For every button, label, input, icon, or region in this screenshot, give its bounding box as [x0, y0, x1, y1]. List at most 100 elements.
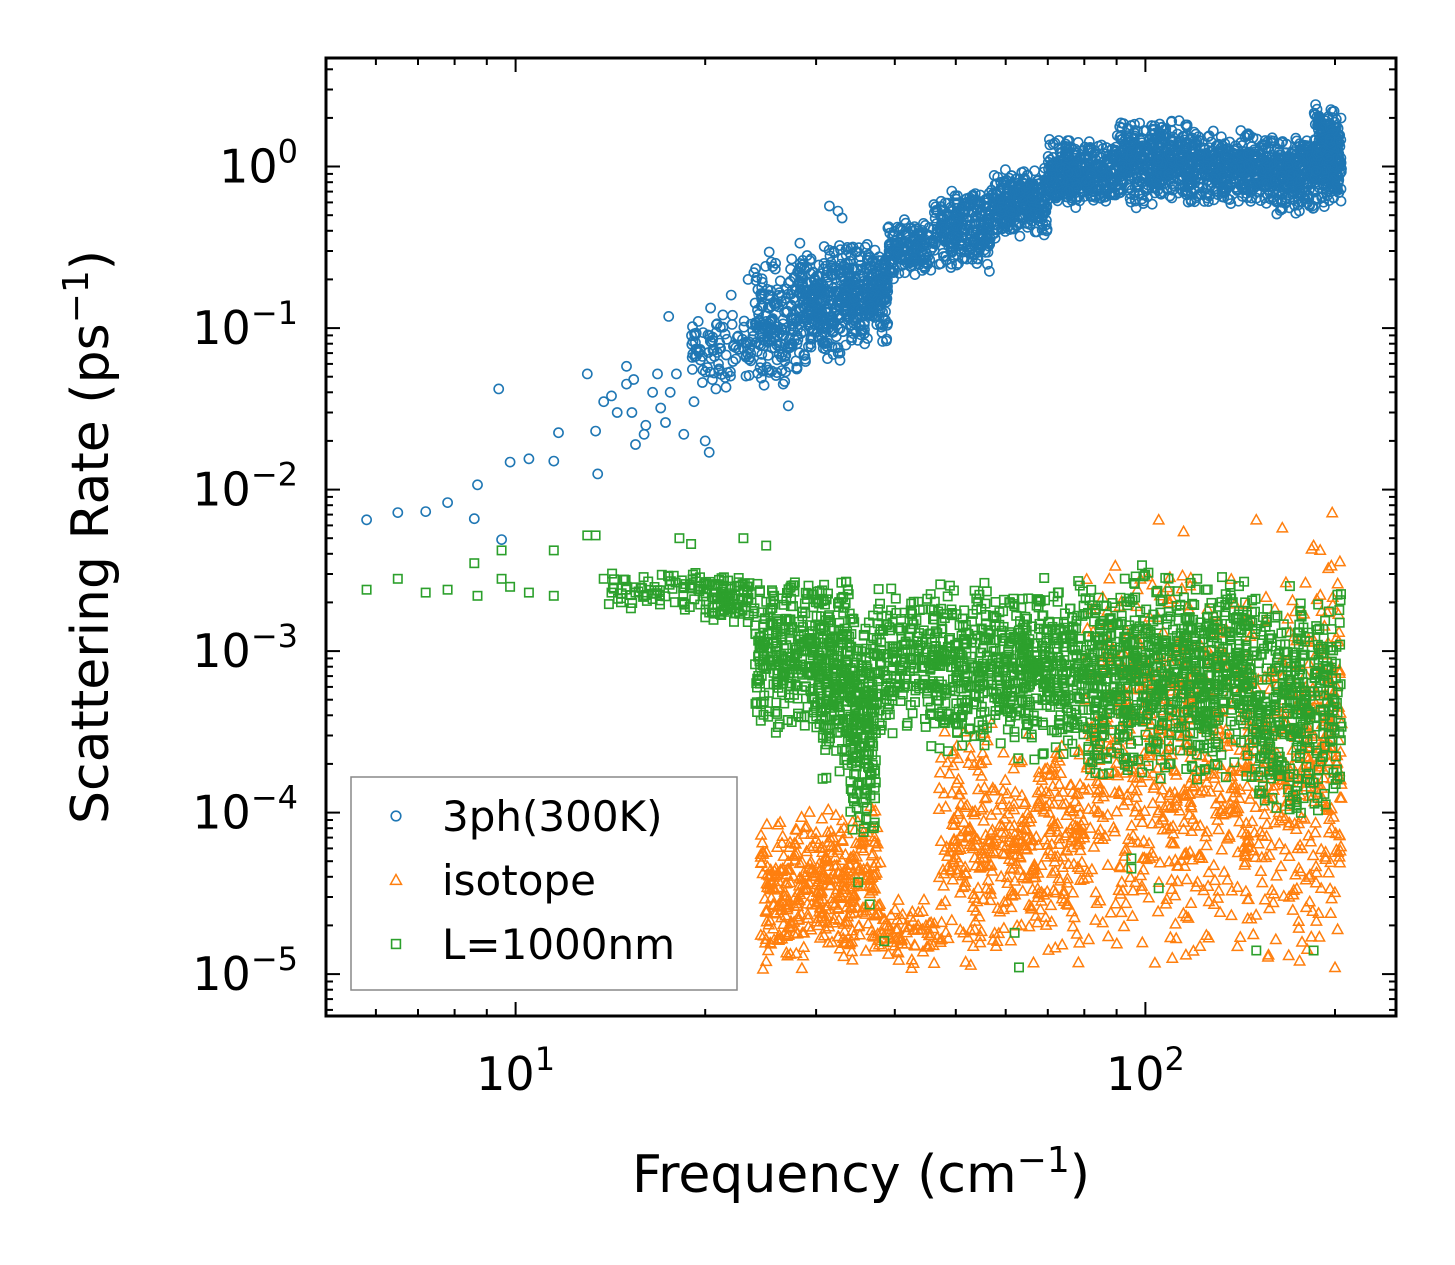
triangle-marker	[772, 874, 786, 887]
triangle-marker	[980, 790, 993, 803]
triangle-marker	[1046, 760, 1060, 772]
triangle-marker	[957, 815, 971, 828]
circle-marker	[818, 263, 829, 275]
triangle-marker	[946, 758, 960, 771]
triangle-marker	[1211, 780, 1225, 792]
triangle-marker	[1225, 883, 1239, 896]
triangle-marker	[1066, 919, 1080, 932]
triangle-marker	[836, 931, 850, 944]
circle-marker	[782, 341, 794, 352]
triangle-marker	[1211, 813, 1225, 825]
triangle-marker	[1309, 816, 1323, 828]
triangle-marker	[1293, 838, 1307, 851]
triangle-marker	[1299, 575, 1312, 588]
triangle-marker	[814, 841, 828, 854]
circle-marker	[754, 314, 765, 326]
triangle-marker	[1221, 872, 1234, 885]
circle-marker	[793, 303, 804, 315]
triangle-marker	[1246, 927, 1260, 940]
triangle-marker	[1255, 875, 1269, 888]
triangle-marker	[772, 928, 786, 940]
triangle-marker	[1326, 590, 1340, 603]
triangle-marker	[1275, 521, 1289, 533]
triangle-marker	[1147, 781, 1161, 793]
triangle-marker	[837, 936, 851, 949]
triangle-marker	[1130, 783, 1144, 796]
triangle-marker	[1015, 753, 1029, 766]
triangle-marker	[1304, 834, 1318, 847]
circle-marker	[798, 282, 810, 294]
triangle-marker	[853, 927, 867, 940]
triangle-marker	[852, 862, 866, 875]
triangle-marker	[1212, 883, 1226, 896]
triangle-marker	[1082, 783, 1095, 795]
triangle-marker	[1038, 762, 1052, 774]
triangle-marker	[1065, 833, 1079, 845]
triangle-marker	[1036, 802, 1050, 815]
triangle-marker	[1292, 914, 1306, 927]
triangle-marker	[1042, 806, 1056, 818]
triangle-marker	[1142, 836, 1156, 849]
triangle-marker	[943, 766, 956, 779]
triangle-marker	[754, 928, 768, 940]
triangle-marker	[936, 862, 950, 875]
triangle-marker	[1125, 818, 1139, 831]
triangle-marker	[1181, 911, 1195, 923]
triangle-marker	[1128, 804, 1142, 817]
circle-marker	[861, 238, 873, 250]
triangle-marker	[1126, 909, 1139, 921]
triangle-marker	[1246, 843, 1260, 856]
triangle-marker	[1188, 778, 1202, 791]
circle-marker	[799, 353, 811, 365]
circle-marker	[717, 309, 729, 321]
series-3ph-300k-	[361, 99, 1347, 545]
triangle-marker	[1334, 791, 1348, 803]
triangle-marker	[1002, 799, 1016, 812]
triangle-marker	[1310, 865, 1324, 878]
triangle-marker	[834, 825, 848, 837]
triangle-marker	[1166, 819, 1180, 831]
circle-marker	[804, 292, 816, 304]
triangle-marker	[955, 868, 969, 881]
triangle-marker	[781, 893, 795, 906]
triangle-marker	[990, 803, 1004, 815]
triangle-marker	[1064, 778, 1078, 790]
triangle-marker	[1321, 561, 1335, 574]
triangle-marker	[1282, 818, 1295, 831]
triangle-marker	[1007, 802, 1021, 815]
triangle-marker	[1226, 790, 1240, 802]
triangle-marker	[1145, 816, 1159, 829]
triangle-marker	[927, 916, 941, 929]
triangle-marker	[865, 923, 879, 936]
triangle-marker	[968, 922, 982, 935]
triangle-marker	[1125, 781, 1139, 794]
triangle-marker	[1213, 804, 1227, 816]
circle-marker	[805, 322, 816, 334]
triangle-marker	[1244, 911, 1258, 924]
triangle-marker	[1008, 827, 1022, 840]
triangle-marker	[871, 836, 885, 849]
circle-marker	[803, 316, 815, 328]
triangle-marker	[759, 954, 773, 967]
triangle-marker	[1333, 843, 1347, 856]
triangle-marker	[1278, 842, 1292, 855]
triangle-marker	[832, 913, 846, 925]
triangle-marker	[1242, 892, 1256, 905]
triangle-marker	[1082, 932, 1096, 945]
triangle-marker	[953, 828, 967, 841]
circle-marker	[716, 369, 727, 380]
triangle-marker	[927, 956, 941, 968]
triangle-marker	[1129, 790, 1143, 802]
triangle-marker	[789, 822, 803, 835]
triangle-marker	[1302, 757, 1316, 770]
triangle-marker	[1142, 890, 1156, 903]
circle-marker	[763, 246, 775, 258]
triangle-marker	[1083, 821, 1097, 833]
triangle-marker	[1014, 820, 1028, 832]
triangle-marker	[837, 875, 851, 888]
triangle-marker	[1177, 789, 1191, 801]
triangle-marker	[1110, 804, 1124, 817]
triangle-marker	[1135, 815, 1149, 828]
triangle-marker	[1154, 791, 1168, 803]
